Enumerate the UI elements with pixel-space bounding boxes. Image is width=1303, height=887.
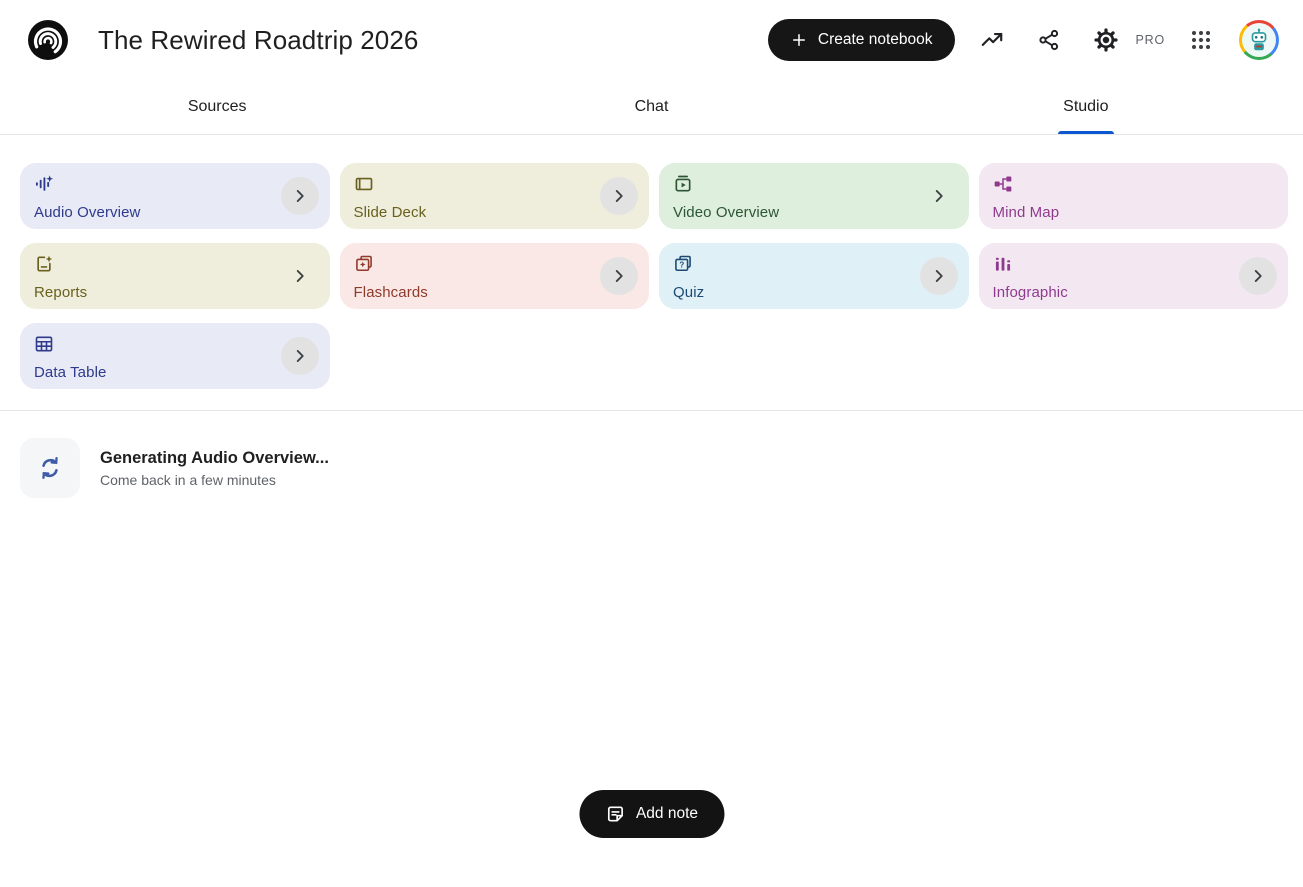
card-label: Slide Deck xyxy=(353,204,427,221)
studio-card-reports[interactable]: Reports xyxy=(20,243,330,309)
card-open-chevron-button[interactable] xyxy=(280,337,319,375)
quiz-icon: ? xyxy=(673,254,955,275)
studio-card-video-overview[interactable]: Video Overview xyxy=(659,163,969,229)
notebooklm-logo[interactable] xyxy=(28,20,68,60)
data-table-icon xyxy=(34,334,316,355)
plus-icon xyxy=(790,31,808,49)
active-tab-underline xyxy=(1057,131,1114,134)
user-avatar[interactable] xyxy=(1239,20,1279,60)
tab-studio-label: Studio xyxy=(1063,98,1109,115)
notebook-title[interactable]: The Rewired Roadtrip 2026 xyxy=(98,24,419,55)
card-label: Video Overview xyxy=(673,204,780,221)
studio-card-data-table[interactable]: Data Table xyxy=(20,323,330,389)
studio-card-mind-map[interactable]: Mind Map xyxy=(978,163,1288,229)
add-note-label: Add note xyxy=(635,805,699,822)
flashcards-icon xyxy=(354,254,636,275)
svg-text:?: ? xyxy=(679,261,684,270)
studio-card-infographic[interactable]: Infographic xyxy=(978,243,1288,309)
card-label: Data Table xyxy=(34,364,107,381)
card-open-chevron-button[interactable] xyxy=(919,257,958,295)
avatar-robot-image xyxy=(1242,23,1276,57)
tab-sources[interactable]: Sources xyxy=(0,80,434,134)
tab-chat[interactable]: Chat xyxy=(434,80,868,134)
card-open-chevron-button[interactable] xyxy=(280,177,319,215)
settings-gear-icon[interactable] xyxy=(1086,20,1126,60)
infographic-icon xyxy=(993,254,1275,275)
card-label: Flashcards xyxy=(353,284,428,301)
sync-progress-icon xyxy=(20,438,80,498)
card-open-chevron-button[interactable] xyxy=(281,257,319,295)
panel-tabs: Sources Chat Studio xyxy=(0,80,1303,135)
card-label: Mind Map xyxy=(992,204,1060,221)
analytics-trending-icon[interactable] xyxy=(972,20,1012,60)
card-open-chevron-button[interactable] xyxy=(600,177,638,215)
studio-panel: Audio Overview Slide Deck Video Overview… xyxy=(0,135,1303,838)
google-apps-grid-icon[interactable] xyxy=(1181,20,1221,60)
pro-plan-badge: PRO xyxy=(1135,33,1165,47)
card-open-chevron-button[interactable] xyxy=(1239,257,1277,295)
audio-waveform-sparkle-icon xyxy=(34,174,316,195)
create-notebook-label: Create notebook xyxy=(817,31,933,48)
generation-status-subtitle: Come back in a few minutes xyxy=(100,471,276,488)
tab-chat-label: Chat xyxy=(634,98,669,115)
create-notebook-button[interactable]: Create notebook xyxy=(767,19,955,61)
generation-status-title: Generating Audio Overview... xyxy=(100,448,329,467)
note-icon xyxy=(605,804,625,824)
report-sparkle-icon xyxy=(34,254,316,275)
card-label: Audio Overview xyxy=(34,204,141,221)
mind-map-icon xyxy=(993,174,1275,195)
studio-card-slide-deck[interactable]: Slide Deck xyxy=(339,163,649,229)
tab-sources-label: Sources xyxy=(187,98,247,115)
studio-card-flashcards[interactable]: Flashcards xyxy=(339,243,649,309)
tab-studio[interactable]: Studio xyxy=(869,80,1303,134)
card-open-chevron-button[interactable] xyxy=(600,257,638,295)
studio-card-quiz[interactable]: ? Quiz xyxy=(659,243,969,309)
share-icon[interactable] xyxy=(1029,20,1069,60)
card-label: Quiz xyxy=(673,284,705,301)
studio-card-audio-overview[interactable]: Audio Overview xyxy=(20,163,330,229)
generation-status-text: Generating Audio Overview... Come back i… xyxy=(100,449,329,488)
add-note-button[interactable]: Add note xyxy=(578,790,725,838)
card-label: Reports xyxy=(34,284,88,301)
cards-status-divider xyxy=(0,410,1303,411)
card-label: Infographic xyxy=(992,284,1068,301)
studio-cards-grid: Audio Overview Slide Deck Video Overview… xyxy=(0,135,1303,410)
generation-status-row: Generating Audio Overview... Come back i… xyxy=(0,411,1303,498)
slide-deck-icon xyxy=(354,174,636,195)
video-overview-icon xyxy=(673,174,955,195)
top-bar: The Rewired Roadtrip 2026 Create noteboo… xyxy=(0,0,1303,80)
card-open-chevron-button[interactable] xyxy=(920,177,958,215)
